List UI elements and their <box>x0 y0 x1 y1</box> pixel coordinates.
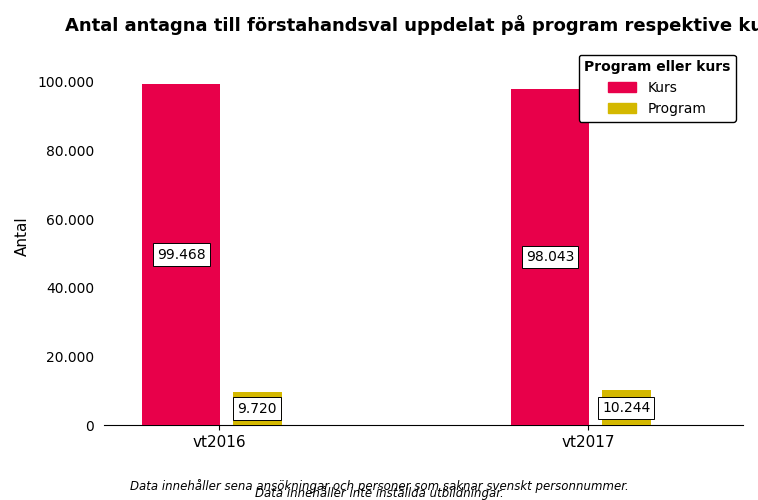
Bar <box>142 84 221 425</box>
Legend: Kurs, Program: Kurs, Program <box>578 54 736 122</box>
Text: 98.043: 98.043 <box>526 250 574 264</box>
Bar <box>602 390 651 426</box>
Bar <box>233 392 282 426</box>
Text: 10.244: 10.244 <box>602 400 650 414</box>
Y-axis label: Antal: Antal <box>15 216 30 256</box>
Text: Data innehåller sena ansökningar och personer som saknar svenskt personnummer.: Data innehåller sena ansökningar och per… <box>130 479 628 493</box>
Title: Antal antagna till förstahandsval uppdelat på program respektive kurs: Antal antagna till förstahandsval uppdel… <box>64 15 758 35</box>
Text: 99.468: 99.468 <box>157 248 205 262</box>
Text: Data innehåller inte inställda utbildningar.: Data innehåller inte inställda utbildnin… <box>255 486 503 500</box>
Text: 9.720: 9.720 <box>237 402 277 415</box>
Bar <box>511 88 589 425</box>
